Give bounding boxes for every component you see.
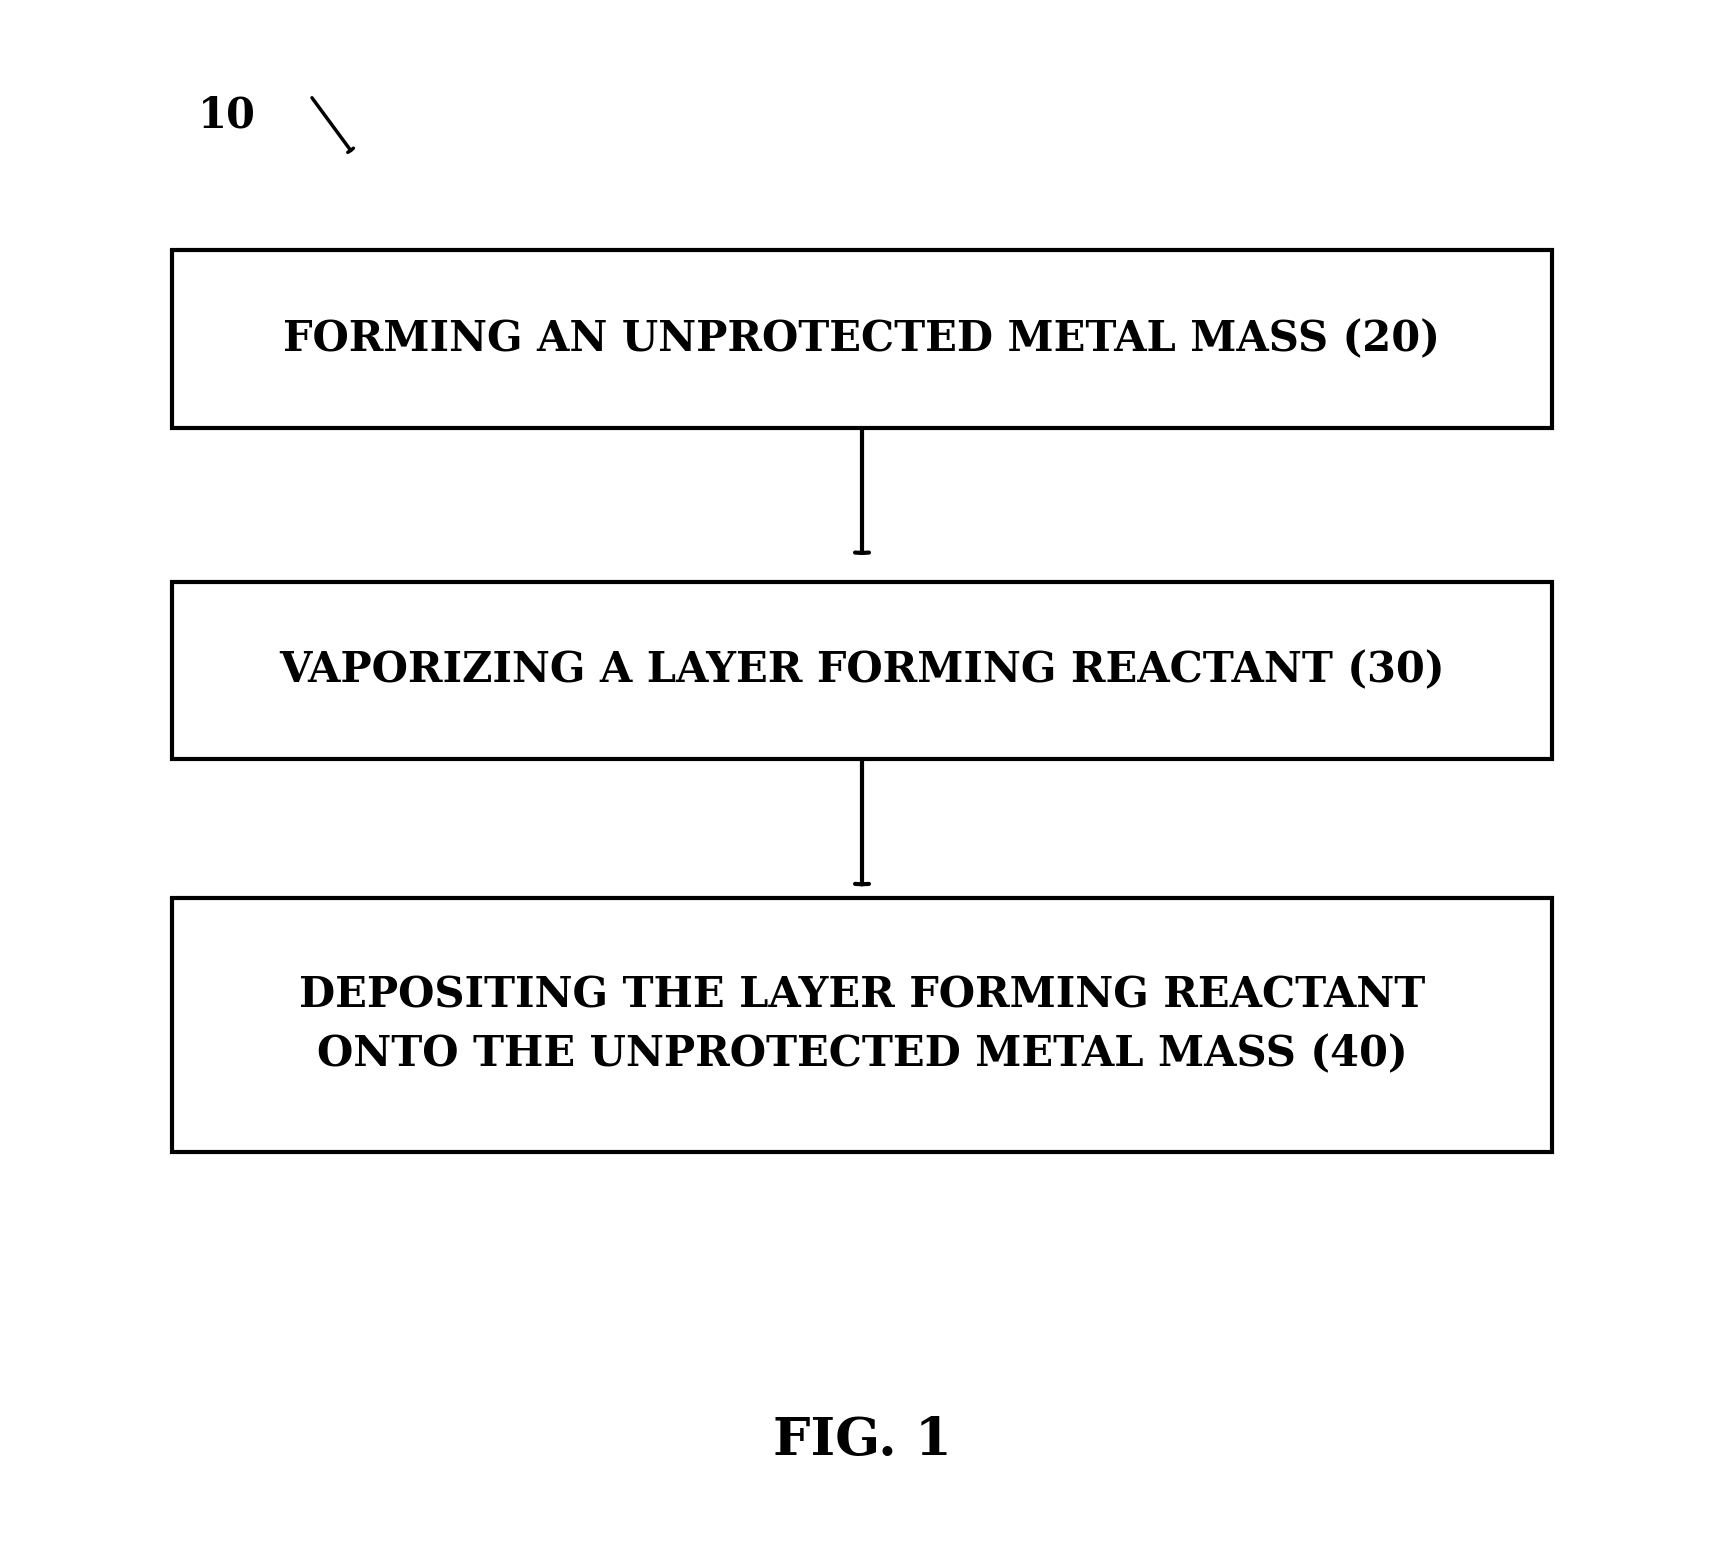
Text: VAPORIZING A LAYER FORMING REACTANT (30): VAPORIZING A LAYER FORMING REACTANT (30) (279, 649, 1444, 692)
Text: 10: 10 (198, 94, 257, 137)
Bar (172, 582, 1551, 760)
Bar (172, 251, 1551, 428)
Text: DEPOSITING THE LAYER FORMING REACTANT
ONTO THE UNPROTECTED METAL MASS (40): DEPOSITING THE LAYER FORMING REACTANT ON… (298, 974, 1425, 1076)
Bar (172, 897, 1551, 1153)
Text: FORMING AN UNPROTECTED METAL MASS (20): FORMING AN UNPROTECTED METAL MASS (20) (283, 317, 1440, 361)
Text: FIG. 1: FIG. 1 (772, 1415, 951, 1467)
